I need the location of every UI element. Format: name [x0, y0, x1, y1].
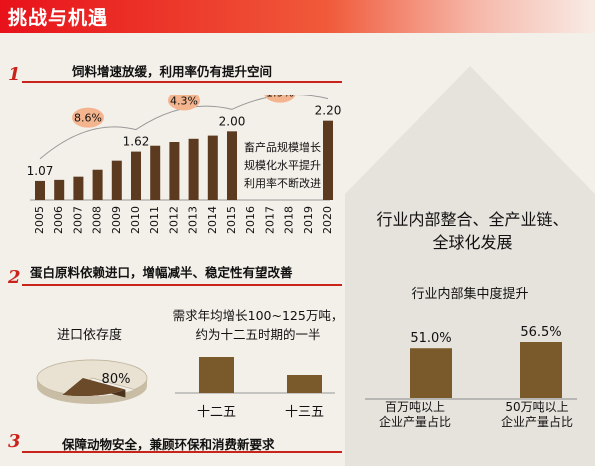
- section-title-2: 蛋白原料依赖进口，增幅减半、稳定性有望改善: [30, 265, 293, 280]
- growth-notes: 畜产品规模增长 规模化水平提升 利用率不断改进: [244, 139, 321, 193]
- tick-label-2016: 2016: [244, 206, 257, 234]
- pie-slice-side: [37, 378, 147, 404]
- bar-2010: [131, 151, 141, 200]
- concentration-category-label: 百万吨以上 企业产量占比: [370, 400, 460, 430]
- growth-rate-label: 1.9%: [266, 95, 294, 100]
- tick-label-2008: 2008: [91, 206, 104, 234]
- tick-label-2010: 2010: [129, 206, 142, 234]
- section-number-1: 1: [8, 64, 21, 85]
- growth-rate-badge: [72, 107, 104, 128]
- pie-slice-20: [62, 378, 126, 396]
- tick-label-2018: 2018: [283, 206, 296, 234]
- value-label: 2.20: [315, 104, 342, 118]
- demand-title-line: 需求年均增长100~125万吨，: [172, 308, 344, 323]
- tick-label-2012: 2012: [167, 206, 180, 234]
- concentration-category-label: 50万吨以上 企业产量占比: [487, 400, 587, 430]
- section-number-2: 2: [8, 267, 21, 288]
- import-dependency-pie: 80%: [36, 359, 148, 404]
- tick-label-2015: 2015: [225, 206, 238, 234]
- tick-label-2006: 2006: [52, 206, 65, 234]
- bar-2013: [188, 138, 199, 200]
- tick-label-2007: 2007: [71, 206, 84, 234]
- tick-label-2005: 2005: [33, 206, 46, 234]
- tick-label-2017: 2017: [263, 206, 276, 234]
- category-label-line: 百万吨以上: [384, 400, 445, 414]
- tick-label-2020: 2020: [321, 206, 334, 234]
- tick-label-2013: 2013: [187, 206, 200, 234]
- bar-2012: [169, 142, 180, 200]
- concentration-chart: 51.0% 56.5%: [410, 325, 562, 398]
- growth-rate-badge: [264, 95, 296, 103]
- growth-note: 规模化水平提升: [244, 159, 321, 172]
- bar-十二五: [199, 357, 234, 393]
- bar-十三五: [287, 375, 322, 393]
- bar-2005: [35, 180, 45, 200]
- bar-2014: [207, 135, 218, 200]
- tick-label-2014: 2014: [206, 206, 219, 234]
- value-label: 2.00: [219, 114, 246, 128]
- tick-label-2011: 2011: [148, 206, 161, 234]
- right-panel-statement: 行业内部整合、全产业链、 全球化发展: [350, 208, 595, 254]
- bar-concentration: [520, 342, 562, 398]
- bar-2020: [323, 120, 333, 200]
- value-label: 1.62: [123, 135, 150, 149]
- page-title: 挑战与机遇: [8, 7, 109, 29]
- section-divider: [22, 451, 342, 453]
- value-label: 56.5%: [520, 325, 561, 340]
- bar-2007: [73, 176, 84, 200]
- bar-2008: [92, 169, 103, 200]
- tick-label-2009: 2009: [110, 206, 123, 234]
- category-label: 十三五: [285, 405, 324, 420]
- concentration-chart-title: 行业内部集中度提升: [411, 287, 529, 302]
- demand-chart: 十二五 十三五: [175, 357, 335, 420]
- bar-2009: [111, 160, 122, 200]
- demand-chart-title: 需求年均增长100~125万吨， 约为十二五时期的一半: [168, 306, 348, 344]
- header-bar: [0, 0, 595, 33]
- right-panel-line: 行业内部整合、全产业链、: [376, 210, 569, 229]
- category-label-line: 企业产量占比: [378, 415, 451, 429]
- demand-title-line: 约为十二五时期的一半: [195, 327, 321, 342]
- section-divider: [22, 81, 342, 83]
- growth-note: 畜产品规模增长: [244, 141, 321, 154]
- bar-concentration: [410, 348, 452, 398]
- growth-rate-badge: [168, 95, 200, 111]
- section-divider: [22, 284, 342, 286]
- pie-slice-80: [36, 359, 148, 396]
- pie-label: 80%: [102, 372, 131, 387]
- value-label: 1.07: [27, 164, 54, 178]
- category-label-line: 企业产量占比: [500, 415, 573, 429]
- growth-rate-label: 4.3%: [170, 95, 198, 107]
- growth-note: 利用率不断改进: [244, 177, 321, 190]
- tick-label-2019: 2019: [302, 206, 315, 234]
- growth-rate-label: 8.6%: [74, 112, 102, 125]
- pie-title: 进口依存度: [57, 328, 123, 343]
- value-label: 51.0%: [410, 331, 451, 346]
- section-title-3: 保障动物安全，兼顾环保和消费新要求: [62, 437, 275, 452]
- feed-output-chart: 2005 2006 2007 2008 2009 2010 2011 2012 2013 2014…: [27, 95, 342, 234]
- right-panel-line: 全球化发展: [432, 233, 513, 252]
- bar-2006: [54, 179, 65, 200]
- category-label: 十二五: [197, 405, 236, 420]
- bar-2015: [227, 131, 237, 200]
- bar-2011: [150, 145, 161, 200]
- section-number-3: 3: [8, 431, 21, 452]
- section-title-1: 饲料增速放缓，利用率仍有提升空间: [72, 64, 273, 79]
- category-label-line: 50万吨以上: [505, 400, 569, 414]
